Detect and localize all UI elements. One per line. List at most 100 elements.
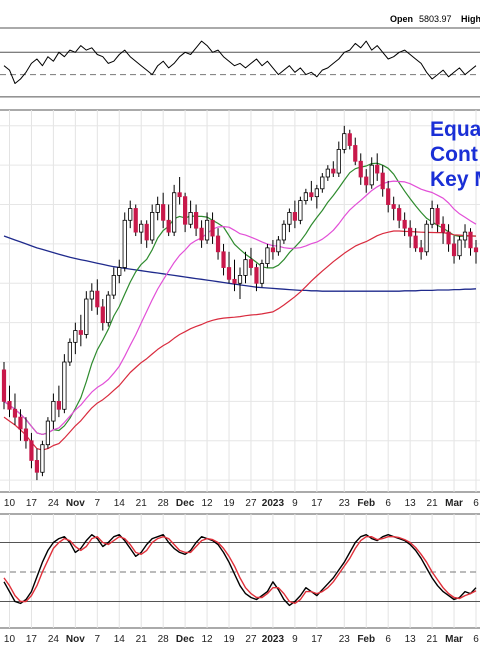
candle <box>177 176 182 205</box>
candle-body <box>375 164 380 174</box>
candle <box>298 196 303 225</box>
candle-body <box>369 164 374 186</box>
candle-body <box>161 204 166 221</box>
candle-body <box>67 341 72 363</box>
candle-body <box>106 294 111 324</box>
x-tick-label: 27 <box>245 634 257 645</box>
x-tick-label: 23 <box>339 498 351 509</box>
candle-body <box>314 188 319 198</box>
x-tick-label: 21 <box>136 498 148 509</box>
candle <box>221 243 226 276</box>
x-tick-label: Dec <box>176 498 195 509</box>
candle-body <box>380 172 385 190</box>
x-axis-labels: 10 10 17 17 24 24 Nov Nov 7 7 14 14 21 21 28 28 Dec Dec 12… <box>4 498 479 645</box>
candle <box>23 417 29 449</box>
candle <box>166 204 171 237</box>
candle-body <box>419 247 424 253</box>
x-tick-label: 17 <box>26 498 38 509</box>
x-tick-label: 7 <box>95 498 101 509</box>
x-tick-label: Nov <box>66 634 85 645</box>
candle <box>259 259 265 288</box>
candle <box>391 196 396 221</box>
candle-body <box>155 204 160 213</box>
x-tick-label: 17 <box>311 498 323 509</box>
x-tick-label: 9 <box>292 634 298 645</box>
candle <box>457 236 462 260</box>
candle <box>12 393 18 426</box>
candle-body <box>336 149 341 174</box>
candle-body <box>23 428 29 442</box>
stoch-line-1 <box>3 536 477 605</box>
x-tick-label: 21 <box>427 634 439 645</box>
candle-body <box>281 223 287 241</box>
candle-body <box>7 400 12 410</box>
candle <box>336 141 341 177</box>
candle <box>380 165 385 197</box>
candle-body <box>386 188 391 205</box>
x-tick-label: 14 <box>114 498 126 509</box>
candle-body <box>18 416 23 430</box>
candle-body <box>215 235 221 253</box>
x-tick-label: 13 <box>405 634 417 645</box>
candle <box>353 137 358 166</box>
x-tick-label: 21 <box>136 634 148 645</box>
candle <box>237 267 243 300</box>
header-open-label: Open <box>390 14 413 24</box>
candle <box>331 161 336 177</box>
candle-body <box>413 235 418 249</box>
candle <box>128 200 133 229</box>
candle-body <box>408 227 413 237</box>
x-tick-label: 21 <box>427 498 439 509</box>
candle <box>424 220 429 256</box>
candle <box>56 385 61 418</box>
candle <box>7 385 12 418</box>
x-tick-label: 23 <box>339 634 351 645</box>
candle <box>133 204 138 237</box>
candle <box>51 393 56 429</box>
header-high-label: High <box>461 14 480 24</box>
candle <box>402 212 407 237</box>
candle-body <box>111 275 116 296</box>
candle <box>111 267 116 300</box>
candle-body <box>89 290 94 300</box>
candle <box>309 180 314 201</box>
candle-body <box>254 267 259 284</box>
x-tick-label: Dec <box>176 634 195 645</box>
candle-body <box>166 219 171 233</box>
candle <box>386 180 391 213</box>
candle <box>254 263 259 292</box>
candle-body <box>232 278 237 284</box>
candle <box>1 362 7 410</box>
x-tick-label: 24 <box>48 498 60 509</box>
candle-body <box>397 208 402 221</box>
candle-body <box>462 231 468 241</box>
candle-body <box>402 219 407 229</box>
candle <box>161 192 166 229</box>
x-tick-label: 6 <box>385 634 391 645</box>
x-tick-label: Mar <box>445 498 463 509</box>
candle-body <box>424 223 429 253</box>
candle <box>292 200 297 229</box>
header-open-value: 5803.97 <box>419 14 452 24</box>
candle-body <box>248 259 254 268</box>
candle <box>408 220 413 248</box>
candle <box>204 212 210 244</box>
candle <box>451 236 457 264</box>
candle-body <box>259 263 265 284</box>
moving-averages <box>3 162 477 451</box>
candle <box>95 279 100 315</box>
candle <box>303 188 308 205</box>
candle-body <box>468 231 473 249</box>
candle <box>358 153 363 185</box>
candle-body <box>12 408 18 418</box>
candle-body <box>177 192 182 198</box>
candle-body <box>122 219 127 268</box>
candle <box>446 224 451 252</box>
x-tick-label: 14 <box>114 634 126 645</box>
candle <box>248 247 254 276</box>
candle <box>265 243 270 268</box>
candle <box>397 204 402 229</box>
candle-body <box>325 168 330 178</box>
candle-body <box>100 306 105 324</box>
candle-body <box>172 192 177 233</box>
